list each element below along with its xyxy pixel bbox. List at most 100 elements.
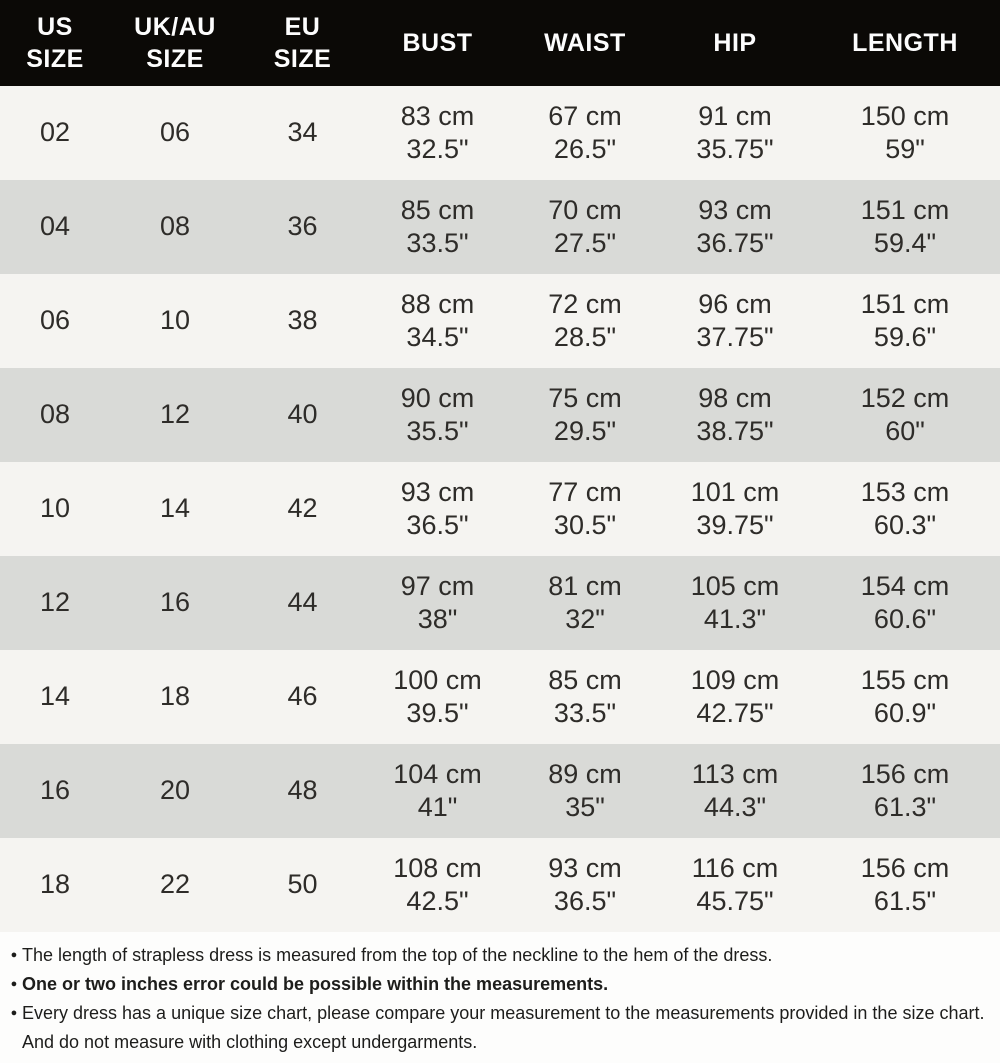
table-header-row: US SIZE UK/AU SIZE EU SIZE BUST WAIST HI…	[0, 0, 1000, 86]
cm-value: 85 cm	[548, 664, 622, 695]
eu-size-cell: 48	[287, 775, 318, 806]
inch-value: 59.6"	[873, 322, 937, 352]
cm-value: 154 cm	[860, 570, 950, 601]
hip-cell: 105 cm 41.3"	[660, 556, 810, 650]
us-size-cell: 04	[39, 211, 71, 242]
inch-value: 41"	[417, 792, 458, 822]
size-table: US SIZE UK/AU SIZE EU SIZE BUST WAIST HI…	[0, 0, 1000, 932]
table-row: 12 16 44 97 cm 38" 81 cm 32" 105 cm 41.3" 1…	[0, 556, 1000, 650]
header-waist: WAIST	[510, 0, 660, 86]
note-item: ● One or two inches error could be possi…	[6, 970, 990, 999]
cm-value: 89 cm	[548, 758, 622, 789]
eu-size-cell: 38	[287, 305, 318, 336]
eu-size-cell: 34	[287, 117, 318, 148]
hip-cell: 96 cm 37.75"	[660, 274, 810, 368]
table-row: 18 22 50 108 cm 42.5" 93 cm 36.5" 116 cm 45…	[0, 838, 1000, 932]
inch-value: 29.5"	[553, 416, 617, 446]
cm-value: 156 cm	[860, 852, 950, 883]
cm-value: 70 cm	[548, 194, 622, 225]
us-size-cell: 12	[39, 587, 71, 618]
length-cell: 151 cm 59.4"	[810, 180, 1000, 274]
waist-cell: 67 cm 26.5"	[510, 86, 660, 180]
cm-value: 100 cm	[393, 664, 482, 695]
cm-value: 155 cm	[860, 664, 950, 695]
waist-cell: 89 cm 35"	[510, 744, 660, 838]
inch-value: 60.3"	[873, 510, 937, 540]
hip-cell: 113 cm 44.3"	[660, 744, 810, 838]
cm-value: 104 cm	[393, 758, 482, 789]
inch-value: 59"	[885, 134, 925, 164]
waist-cell: 70 cm 27.5"	[510, 180, 660, 274]
eu-size-cell: 40	[287, 399, 318, 430]
inch-value: 36.5"	[406, 510, 469, 540]
cm-value: 150 cm	[860, 100, 950, 131]
inch-value: 32"	[565, 604, 605, 634]
us-size-cell: 06	[39, 305, 71, 336]
uk-au-size-cell: 08	[159, 211, 191, 242]
header-us-size: US SIZE	[0, 0, 110, 86]
cm-value: 96 cm	[698, 288, 772, 319]
inch-value: 35"	[565, 792, 605, 822]
waist-cell: 75 cm 29.5"	[510, 368, 660, 462]
uk-au-size-cell: 14	[159, 493, 191, 524]
inch-value: 61.3"	[873, 792, 937, 822]
bust-cell: 108 cm 42.5"	[365, 838, 510, 932]
header-bust: BUST	[365, 0, 510, 86]
eu-size-cell: 42	[287, 493, 318, 524]
bust-cell: 97 cm 38"	[365, 556, 510, 650]
cm-value: 105 cm	[690, 570, 780, 601]
length-cell: 156 cm 61.5"	[810, 838, 1000, 932]
note-item: ● The length of strapless dress is measu…	[6, 941, 990, 970]
bullet-icon: ●	[10, 949, 18, 961]
inch-value: 41.3"	[703, 604, 767, 634]
length-cell: 153 cm 60.3"	[810, 462, 1000, 556]
inch-value: 30.5"	[553, 510, 617, 540]
inch-value: 26.5"	[553, 134, 617, 164]
cm-value: 83 cm	[400, 100, 475, 131]
inch-value: 38"	[417, 604, 458, 634]
waist-cell: 85 cm 33.5"	[510, 650, 660, 744]
uk-au-size-cell: 12	[159, 399, 191, 430]
us-size-cell: 02	[39, 117, 71, 148]
length-cell: 152 cm 60"	[810, 368, 1000, 462]
cm-value: 93 cm	[698, 194, 772, 225]
inch-value: 37.75"	[696, 322, 774, 352]
inch-value: 36.5"	[553, 886, 617, 916]
cm-value: 151 cm	[860, 194, 950, 225]
cm-value: 97 cm	[400, 570, 475, 601]
length-cell: 151 cm 59.6"	[810, 274, 1000, 368]
cm-value: 153 cm	[860, 476, 950, 507]
header-eu-size: EU SIZE	[240, 0, 365, 86]
length-cell: 155 cm 60.9"	[810, 650, 1000, 744]
waist-cell: 77 cm 30.5"	[510, 462, 660, 556]
uk-au-size-cell: 06	[159, 117, 191, 148]
cm-value: 85 cm	[400, 194, 475, 225]
header-length: LENGTH	[810, 0, 1000, 86]
waist-cell: 81 cm 32"	[510, 556, 660, 650]
inch-value: 36.75"	[696, 228, 774, 258]
cm-value: 109 cm	[690, 664, 780, 695]
eu-size-cell: 50	[287, 869, 318, 900]
us-size-cell: 08	[39, 399, 71, 430]
uk-au-size-cell: 18	[159, 681, 191, 712]
inch-value: 44.3"	[703, 792, 767, 822]
bust-cell: 90 cm 35.5"	[365, 368, 510, 462]
inch-value: 33.5"	[406, 228, 469, 258]
cm-value: 93 cm	[548, 852, 622, 883]
note-text: The length of strapless dress is measure…	[22, 945, 773, 965]
hip-cell: 116 cm 45.75"	[660, 838, 810, 932]
eu-size-cell: 44	[287, 587, 318, 618]
cm-value: 72 cm	[548, 288, 622, 319]
table-row: 08 12 40 90 cm 35.5" 75 cm 29.5" 98 cm 38.7…	[0, 368, 1000, 462]
us-size-cell: 14	[39, 681, 71, 712]
us-size-cell: 10	[39, 493, 71, 524]
table-row: 10 14 42 93 cm 36.5" 77 cm 30.5" 101 cm 39.…	[0, 462, 1000, 556]
inch-value: 60.9"	[873, 698, 937, 728]
us-size-cell: 18	[39, 869, 71, 900]
cm-value: 152 cm	[860, 382, 950, 413]
uk-au-size-cell: 10	[159, 305, 191, 336]
cm-value: 113 cm	[691, 758, 779, 789]
hip-cell: 98 cm 38.75"	[660, 368, 810, 462]
inch-value: 38.75"	[696, 416, 774, 446]
inch-value: 42.75"	[696, 698, 774, 728]
